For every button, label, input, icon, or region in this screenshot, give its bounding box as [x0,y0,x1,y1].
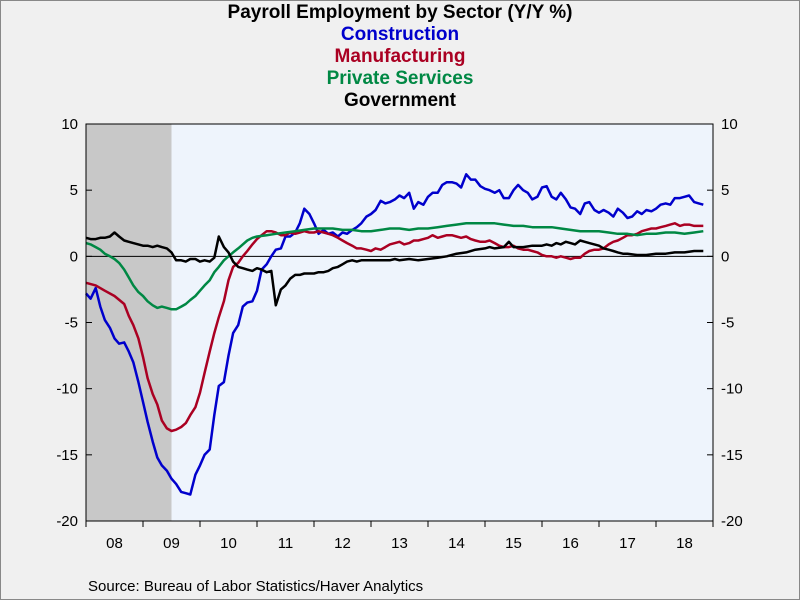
x-tick-label: 15 [505,535,522,552]
legend-series-0: Construction [340,24,460,45]
y-tick-label-right: -15 [721,447,743,464]
x-tick-label: 18 [676,535,693,552]
y-tick-label-left: -5 [65,315,78,332]
x-tick-label: 10 [220,535,237,552]
x-tick-label: 12 [334,535,351,552]
x-tick-label: 11 [278,535,294,552]
plot-background [86,124,713,521]
y-tick-label-right: 0 [721,248,729,265]
source-note: Source: Bureau of Labor Statistics/Haver… [88,578,424,595]
chart-title: Payroll Employment by Sector (Y/Y %) [227,2,573,23]
legend-series-3: Government [344,90,456,111]
legend-series-1: Manufacturing [334,46,466,67]
x-tick-label: 13 [391,535,408,552]
x-tick-label: 09 [163,535,180,552]
y-tick-label-left: -15 [56,447,78,464]
y-tick-label-left: 5 [70,182,78,199]
legend-series-2: Private Services [326,68,474,89]
y-tick-label-right: -10 [721,381,743,398]
y-tick-label-right: -5 [721,315,734,332]
y-tick-label-right: 10 [721,116,738,133]
y-tick-label-left: 10 [61,116,78,133]
y-tick-label-right: -20 [721,513,743,530]
series-line-construction [85,173,704,496]
series-line-government [85,231,704,307]
series-line-private-services [85,222,704,311]
y-tick-label-right: 5 [721,182,729,199]
x-tick-label: 17 [619,535,636,552]
x-tick-label: 14 [448,535,465,552]
y-tick-label-left: 0 [70,248,78,265]
x-tick-label: 08 [106,535,123,552]
y-tick-label-left: -20 [56,513,78,530]
y-tick-label-left: -10 [56,381,78,398]
x-tick-label: 16 [562,535,579,552]
